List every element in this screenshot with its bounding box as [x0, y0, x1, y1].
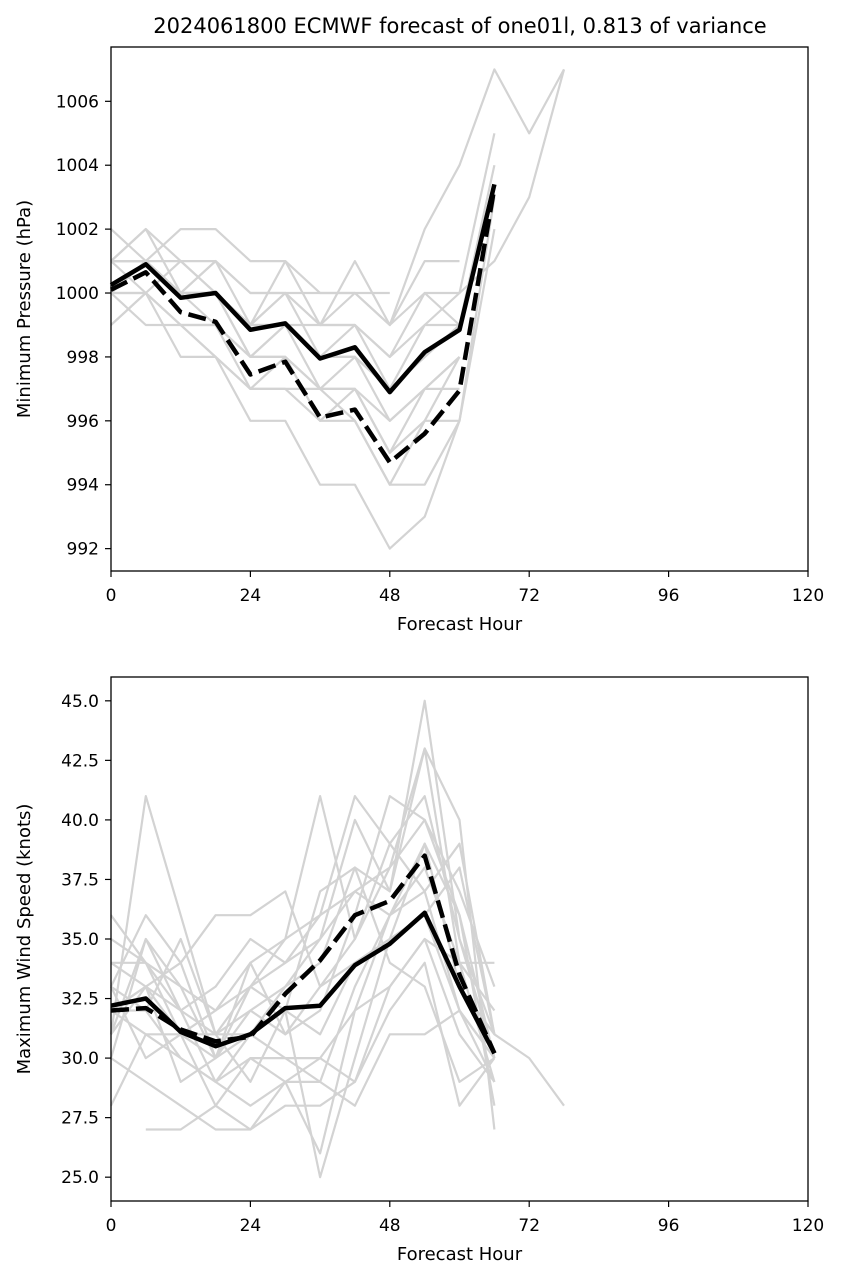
pressure-y-tick-label: 996 — [67, 412, 99, 432]
wind-x-tick-label: 96 — [658, 1216, 680, 1236]
chart-title: 2024061800 ECMWF forecast of one01l, 0.8… — [153, 14, 766, 38]
pressure-y-tick-label: 992 — [67, 540, 99, 560]
wind-x-tick-label: 48 — [379, 1216, 401, 1236]
wind-ensemble-member-line — [110, 937, 495, 1084]
wind-y-tick-label: 25.0 — [61, 1168, 99, 1188]
wind-y-tick-label: 35.0 — [61, 930, 99, 950]
pressure-dashed-mean-line — [109, 187, 497, 465]
pressure-y-tick-label: 1004 — [56, 156, 99, 176]
wind-solid-mean-line — [110, 910, 497, 1055]
wind-y-tick-label: 32.5 — [61, 990, 99, 1010]
wind-ensemble-member-line — [110, 747, 496, 1084]
wind-ensemble-member-line — [145, 1009, 496, 1131]
wind-ensemble-member-line — [111, 866, 496, 1036]
pressure-x-tick-label: 24 — [240, 586, 262, 606]
pressure-ensemble-member-line — [110, 292, 460, 486]
pressure-y-tick-label: 1006 — [56, 92, 99, 112]
pressure-x-tick-label: 120 — [792, 586, 824, 606]
wind-x-tick-label: 120 — [792, 1216, 824, 1236]
pressure-x-axis: 0 24 48 72 96 120 — [106, 571, 824, 606]
wind-y-tick-label: 27.5 — [61, 1109, 99, 1129]
pressure-ensemble-member-line — [111, 291, 461, 454]
wind-dashed-mean-line — [110, 853, 497, 1055]
wind-mean-lines — [110, 853, 497, 1055]
pressure-x-tick-label: 0 — [106, 586, 117, 606]
wind-ensemble-member-line — [110, 842, 565, 1107]
wind-panel: 0 24 48 72 96 120 25.0 27.5 30.0 32.5 35.0 37.5 40.… — [14, 676, 824, 1265]
pressure-mean-lines — [109, 183, 497, 465]
pressure-x-tick-label: 48 — [379, 586, 401, 606]
pressure-x-tick-label: 96 — [658, 586, 680, 606]
pressure-x-tick-label: 72 — [518, 586, 540, 606]
wind-x-tick-label: 0 — [106, 1216, 117, 1236]
wind-y-tick-label: 42.5 — [61, 751, 99, 771]
wind-x-axis: 0 24 48 72 96 120 — [106, 1201, 824, 1236]
pressure-y-tick-label: 998 — [67, 348, 99, 368]
pressure-ensemble-member-line — [110, 197, 496, 550]
pressure-y-tick-label: 1000 — [56, 284, 99, 304]
wind-x-axis-label: Forecast Hour — [397, 1244, 523, 1265]
wind-y-tick-label: 37.5 — [61, 870, 99, 890]
wind-y-tick-label: 30.0 — [61, 1049, 99, 1069]
wind-ensemble-member-line — [110, 842, 496, 1155]
wind-y-tick-label: 45.0 — [61, 692, 99, 712]
pressure-y-tick-label: 1002 — [56, 220, 99, 240]
wind-ensemble-member-line — [111, 747, 496, 1130]
wind-x-tick-label: 24 — [240, 1216, 262, 1236]
pressure-y-tick-label: 994 — [67, 476, 99, 496]
pressure-y-axis: 992 994 996 998 1000 1002 1004 1006 — [56, 92, 111, 560]
pressure-x-axis-label: Forecast Hour — [397, 614, 523, 635]
pressure-panel: 0 24 48 72 96 120 992 994 996 998 1000 1002 1004 100… — [14, 46, 824, 635]
wind-y-axis-label: Maximum Wind Speed (knots) — [14, 804, 35, 1075]
pressure-y-axis-label: Minimum Pressure (hPa) — [14, 200, 35, 418]
wind-ensemble-member-line — [110, 890, 496, 1059]
pressure-solid-mean-line — [109, 183, 497, 395]
wind-x-tick-label: 72 — [518, 1216, 540, 1236]
pressure-plot-frame — [110, 46, 809, 572]
wind-ensemble-lines — [109, 699, 565, 1179]
wind-ensemble-member-line — [110, 961, 496, 1131]
wind-ensemble-member-line — [110, 866, 496, 1084]
pressure-ensemble-lines — [110, 68, 566, 550]
wind-y-tick-label: 40.0 — [61, 811, 99, 831]
wind-y-axis: 25.0 27.5 30.0 32.5 35.0 37.5 40.0 42.5 45.0 — [61, 692, 111, 1188]
